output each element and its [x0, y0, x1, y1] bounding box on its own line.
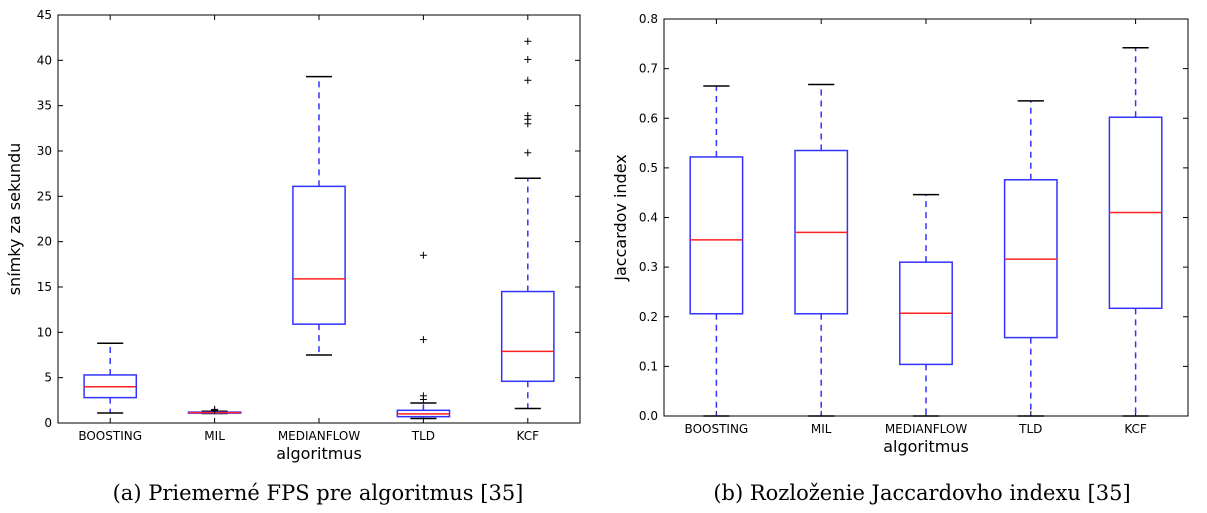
x-tick-label: MIL: [811, 422, 832, 436]
x-tick-label: TLD: [411, 429, 435, 443]
x-tick-label: MEDIANFLOW: [885, 422, 968, 436]
y-tick-label: 15: [37, 280, 52, 294]
x-tick-label: BOOSTING: [685, 422, 749, 436]
iqr-box: [689, 156, 744, 315]
y-tick-label: 40: [37, 53, 52, 67]
box-medianflow: [899, 193, 953, 417]
box-tld: [396, 251, 451, 420]
chart-fps: 0 5 10 15 20 25 30 35 40 45 BOOSTING MIL MEDIANFLOW T…: [5, 8, 581, 505]
chart-jaccard: 0.0 0.1 0.2 0.3 0.4 0.5 0.6 0.7 0.8 BOOSTING MIL ME…: [611, 12, 1189, 505]
y-tick-label: 20: [37, 235, 52, 249]
x-axis-label: algoritmus: [883, 437, 969, 456]
y-tick-label: 25: [37, 189, 52, 203]
box-kcf: [1108, 47, 1163, 417]
box-boosting: [83, 342, 138, 414]
box-boosting: [689, 85, 744, 417]
box-mil: [187, 405, 242, 415]
flier-point: [419, 392, 427, 400]
y-tick-label: 0.6: [639, 111, 658, 125]
flier-point: [524, 149, 532, 157]
x-tick-label: TLD: [1018, 422, 1042, 436]
box-mil: [794, 83, 849, 417]
flier-point: [419, 336, 427, 344]
y-tick-label: 0.0: [639, 409, 658, 423]
y-tick-label: 45: [37, 8, 52, 22]
y-tick-label: 5: [44, 371, 52, 385]
box-medianflow: [292, 75, 346, 356]
x-tick-label: KCF: [517, 429, 540, 443]
box-tld: [1003, 100, 1058, 417]
flier-point: [524, 76, 532, 84]
flier-point: [211, 405, 219, 413]
y-tick-label: 0.1: [639, 359, 658, 373]
iqr-box: [500, 290, 555, 383]
flier-point: [419, 251, 427, 259]
y-tick-label: 0.8: [639, 12, 658, 26]
figure-caption: (b) Rozloženie Jaccardovho indexu [35]: [713, 481, 1130, 505]
x-tick-label: BOOSTING: [78, 429, 142, 443]
y-tick-label: 0.4: [639, 211, 658, 225]
iqr-box: [292, 185, 346, 325]
flier-point: [524, 37, 532, 45]
y-tick-label: 0: [44, 416, 52, 430]
figure-caption: (a) Priemerné FPS pre algoritmus [35]: [113, 481, 524, 505]
y-tick-label: 0.5: [639, 161, 658, 175]
box-kcf: [500, 37, 555, 410]
x-axis-label: algoritmus: [276, 444, 362, 463]
y-axis-label: Jaccardov index: [611, 154, 630, 282]
flier-point: [524, 55, 532, 63]
x-tick-label: KCF: [1124, 422, 1147, 436]
y-axis-label: snímky za sekundu: [5, 143, 24, 296]
x-tick-label: MEDIANFLOW: [278, 429, 361, 443]
y-tick-label: 0.3: [639, 260, 658, 274]
y-tick-label: 30: [37, 144, 52, 158]
y-tick-label: 10: [37, 325, 52, 339]
y-tick-label: 0.2: [639, 310, 658, 324]
y-tick-label: 35: [37, 99, 52, 113]
y-tick-label: 0.7: [639, 62, 658, 76]
x-tick-label: MIL: [204, 429, 225, 443]
flier-point: [524, 112, 532, 120]
